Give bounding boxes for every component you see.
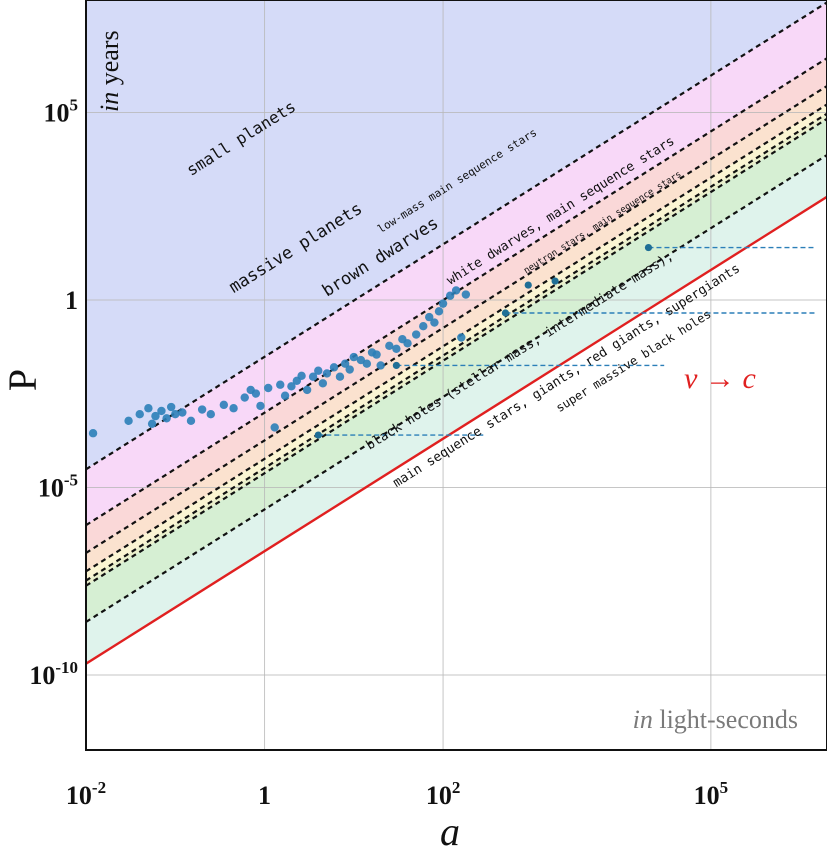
classification-bands (86, 0, 827, 664)
uncertain-system-point (392, 361, 400, 370)
observed-system-point (144, 404, 153, 413)
observed-system-point (124, 416, 133, 426)
boundary-line-1 (86, 1, 827, 471)
observed-system-point (403, 339, 412, 348)
observed-system-point (430, 318, 439, 327)
y-tick-label: 1 (65, 286, 78, 315)
observed-system-point (251, 389, 261, 398)
observed-system-point (229, 404, 238, 413)
observed-system-point (88, 429, 98, 438)
observed-system-point (385, 341, 394, 351)
observed-system-point (297, 371, 306, 381)
uncertain-system-point (314, 431, 322, 439)
observed-system-point (457, 333, 466, 342)
observed-system-point (219, 400, 229, 410)
plot-frame (85, 0, 827, 751)
x-tick-label: 102 (426, 778, 461, 810)
boundary-line-2 (86, 57, 827, 527)
observed-system-point (425, 312, 434, 322)
boundary-line-3 (86, 85, 827, 554)
band-black-holes (86, 118, 827, 622)
observed-system-point (135, 410, 144, 419)
observed-system-point (270, 423, 279, 432)
y-units-note: in years (95, 30, 124, 112)
speed-limit-line (86, 195, 827, 665)
observed-system-point (372, 350, 381, 359)
x-tick-labels: 10-2 1 102 105 (66, 778, 728, 810)
observed-system-point (178, 408, 187, 417)
band-white-dwarves (86, 104, 827, 581)
observed-system-point (197, 405, 207, 414)
observed-system-point (287, 382, 296, 391)
observed-system-point (445, 291, 455, 300)
uncertain-system-point (524, 281, 532, 289)
x-tick-label: 1 (258, 781, 271, 810)
observed-system-point (302, 385, 312, 395)
observed-system-point (335, 372, 345, 381)
boundary-line-6 (86, 117, 827, 587)
x-units-note: in light-seconds (633, 705, 798, 734)
band-massive-planets (86, 2, 827, 526)
observed-system-point (451, 286, 461, 295)
class-boundary-lines (86, 1, 827, 623)
observed-system-point (461, 290, 471, 299)
observed-system-point (438, 299, 448, 308)
observed-system-point (411, 330, 421, 339)
observed-system-point (362, 359, 372, 368)
observed-system-point (308, 372, 318, 381)
boundary-line-7 (86, 154, 827, 623)
speed-of-light-line (86, 195, 827, 665)
observed-system-point (162, 414, 171, 423)
observed-system-point (147, 419, 157, 428)
observed-system-point (166, 402, 176, 412)
observed-system-point (322, 369, 332, 378)
observed-system-point (264, 383, 273, 393)
observed-system-point (340, 359, 350, 368)
observed-system-point (206, 410, 215, 419)
observed-system-point (157, 406, 166, 416)
observed-system-point (256, 401, 265, 411)
observed-system-point (419, 322, 428, 331)
observed-system-point (240, 393, 249, 402)
observed-system-point (314, 366, 323, 375)
boundary-line-5 (86, 112, 827, 582)
observed-system-point (276, 380, 285, 389)
y-tick-label: 10-10 (29, 658, 78, 690)
band-low-mass-stars (86, 85, 827, 572)
observed-system-point (318, 379, 328, 388)
speed-limit-label: v → c (684, 362, 756, 395)
uncertainty-dashes (318, 246, 816, 436)
observed-system-point (186, 416, 196, 426)
x-tick-label: 105 (694, 778, 729, 810)
observed-system-point (171, 410, 180, 419)
observed-system-point (151, 411, 160, 421)
boundary-line-4 (86, 103, 827, 573)
x-axis-title: a (440, 809, 460, 850)
uncertain-system-point (501, 309, 510, 317)
observed-systems (88, 243, 653, 439)
observed-system-point (376, 361, 385, 370)
observed-system-point (329, 363, 339, 372)
y-axis-title: P (0, 369, 45, 391)
y-tick-labels: 10-10 10-5 1 105 (29, 96, 78, 691)
observed-system-point (392, 344, 401, 353)
observed-system-point (345, 365, 354, 374)
observed-system-point (280, 391, 290, 400)
uncertain-system-point (644, 243, 653, 252)
band-super-massive (86, 155, 827, 664)
y-tick-label: 10-5 (38, 471, 78, 503)
y-tick-label: 105 (44, 96, 79, 128)
observed-system-point (349, 352, 358, 362)
observed-system-point (434, 307, 444, 316)
x-tick-label: 10-2 (66, 778, 106, 810)
uncertain-system-point (551, 277, 559, 285)
